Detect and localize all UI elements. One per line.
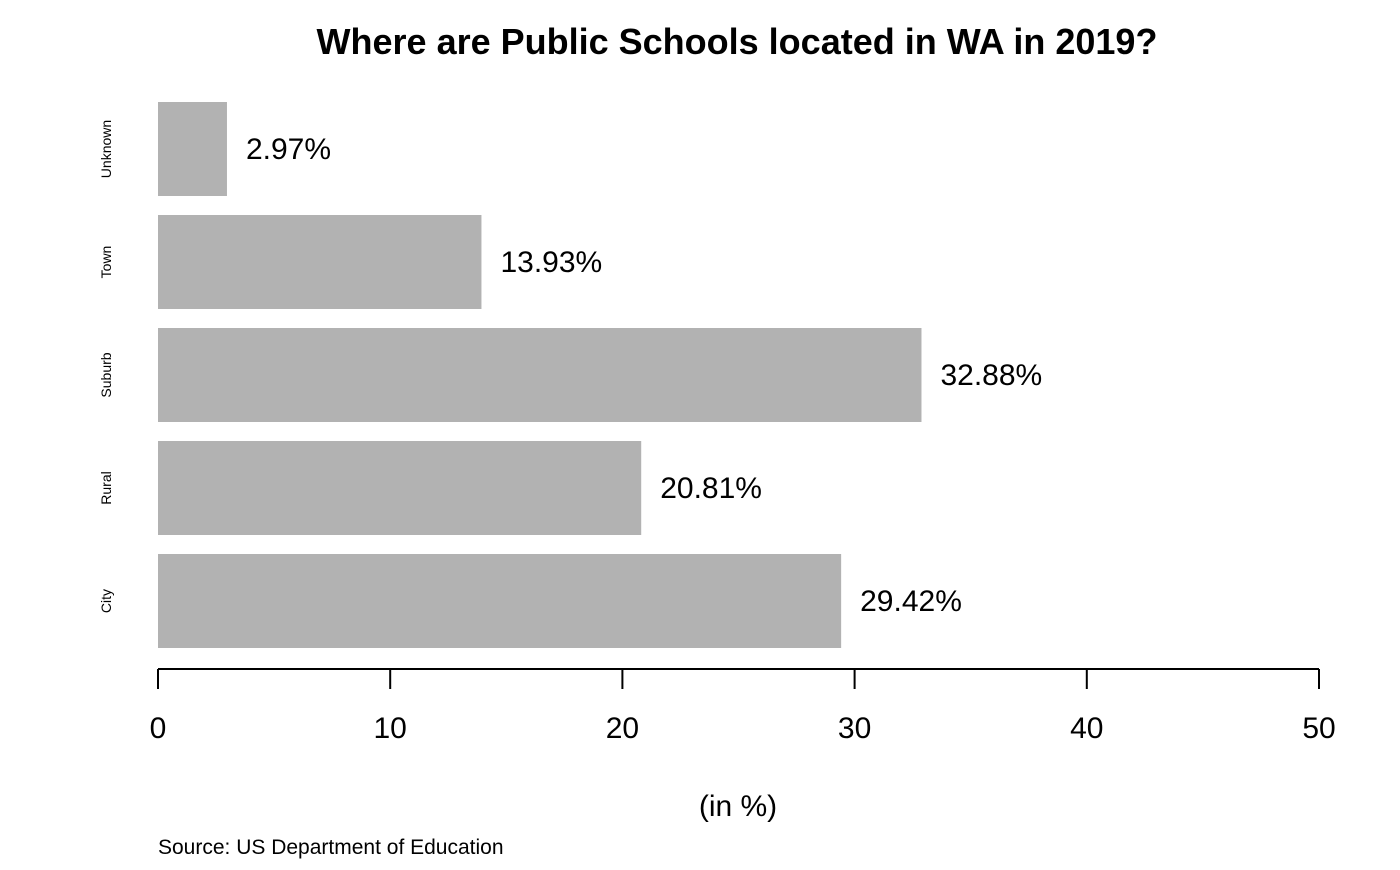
bar-town — [158, 215, 482, 309]
x-tick-label-10: 10 — [374, 712, 407, 745]
bar-value-label-city: 29.42% — [860, 585, 962, 618]
bar-city — [158, 554, 842, 648]
bar-rural — [158, 441, 642, 535]
category-label-unknown: Unknown — [98, 120, 114, 178]
bar-value-label-unknown: 2.97% — [246, 133, 331, 166]
bar-unknown — [158, 102, 227, 196]
source-note: Source: US Department of Education — [158, 836, 504, 859]
bar-value-label-rural: 20.81% — [660, 472, 762, 505]
bar-value-label-town: 13.93% — [500, 246, 602, 279]
category-labels: City Rural Suburb Town Unknown — [98, 120, 114, 613]
category-label-city: City — [98, 589, 114, 613]
x-tick-label-30: 30 — [838, 712, 871, 745]
x-tick-label-20: 20 — [606, 712, 639, 745]
x-tick-label-40: 40 — [1070, 712, 1103, 745]
bar-value-label-suburb: 32.88% — [940, 359, 1042, 392]
bar-suburb — [158, 328, 922, 422]
category-label-town: Town — [98, 246, 114, 279]
x-tick-label-0: 0 — [150, 712, 167, 745]
chart-title: Where are Public Schools located in WA i… — [317, 21, 1158, 62]
bars-group — [158, 102, 922, 648]
x-axis-label: (in %) — [699, 790, 777, 823]
x-tick-label-50: 50 — [1302, 712, 1335, 745]
x-axis: 0 10 20 30 40 50 — [150, 668, 1336, 745]
category-label-rural: Rural — [98, 471, 114, 504]
bar-value-labels: 29.42% 20.81% 32.88% 13.93% 2.97% — [246, 133, 1042, 618]
category-label-suburb: Suburb — [98, 352, 114, 397]
